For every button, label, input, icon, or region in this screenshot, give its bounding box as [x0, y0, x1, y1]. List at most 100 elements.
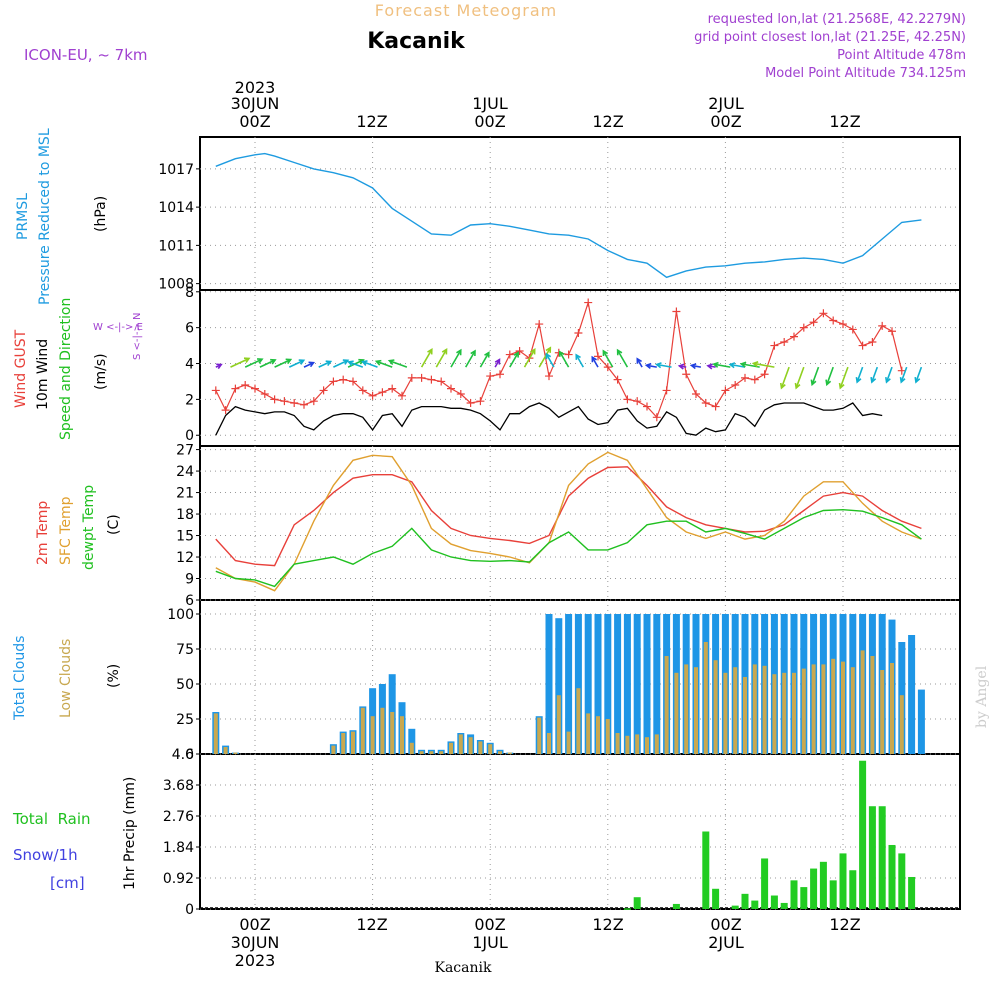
precip-bar [790, 880, 798, 909]
wind-direction-arrow [730, 363, 746, 368]
total-cloud-bar [653, 614, 661, 754]
gust-marker [878, 321, 887, 330]
wind-arrow-head [591, 355, 597, 363]
super-title: Forecast Meteogram [375, 1, 557, 20]
wind-line [215, 402, 883, 436]
low-cloud-bar [586, 713, 591, 754]
low-cloud-bar [419, 751, 424, 754]
wind-arrow-head [298, 359, 306, 365]
gust-marker [701, 398, 710, 407]
bottom-tick-0: 00Z [239, 915, 270, 934]
low-cloud-bar [615, 733, 620, 754]
footer-location: Kacanik [435, 960, 492, 976]
gust-marker [809, 318, 818, 327]
ytick-label-temp-0: 6 [185, 593, 194, 609]
precip-bar [731, 905, 739, 909]
wind-direction-arrow [915, 366, 923, 383]
low-cloud-bar [890, 663, 894, 754]
wind-arrow-head [545, 352, 552, 360]
ytick-label-wind-0: 0 [185, 428, 194, 444]
wind-direction-arrow [318, 360, 332, 368]
wind-arrow-head [494, 358, 501, 365]
wind-arrow-head [689, 363, 697, 370]
wind-arrow-head [644, 362, 652, 370]
wind-arrow-head [899, 376, 906, 384]
wind-direction-arrow [602, 350, 614, 368]
top-day-2: 1JUL [472, 94, 508, 113]
total-cloud-bar [614, 614, 622, 754]
gust-marker [319, 386, 328, 395]
gust-marker [741, 373, 749, 382]
wind-direction-arrow [575, 354, 584, 368]
wind-direction-arrow [839, 366, 849, 389]
ytick-label-pressure-2: 1014 [158, 200, 194, 216]
low-cloud-bar [899, 695, 904, 754]
precip-bar [800, 887, 808, 909]
precip-bar [712, 888, 720, 909]
precip-bar [623, 908, 631, 910]
gust-marker [564, 350, 573, 359]
wind-arrow-head [914, 376, 921, 384]
low-cloud-bar [449, 742, 453, 754]
wind-direction-arrow [811, 366, 820, 385]
gust-marker [888, 327, 896, 336]
gust-marker [643, 402, 651, 411]
gust-marker [280, 397, 289, 406]
gust-marker [270, 395, 279, 404]
wind-direction-arrow [230, 357, 250, 368]
wind-arrow-head [387, 359, 395, 366]
low-cloud-bar [213, 713, 218, 754]
low-cloud-bar [233, 752, 238, 754]
ytick-label-temp-2: 12 [176, 550, 194, 566]
wind-direction-arrow [523, 349, 536, 368]
point-altitude: Point Altitude 478m [837, 48, 966, 63]
ytick-label-wind-2: 4 [185, 357, 194, 373]
bottom-year: 2023 [235, 951, 276, 970]
wind-arrow-head [308, 361, 316, 368]
precip-bar [770, 895, 778, 909]
wind-arrow-head [530, 347, 536, 355]
low-cloud-bar [811, 664, 816, 754]
grid-point-coords: grid point closest lon,lat (21.25E, 42.2… [694, 30, 966, 45]
wind-arrow-head [427, 347, 433, 355]
wind-direction-arrow [259, 359, 276, 368]
gust-marker [368, 391, 377, 400]
ytick-label-precip-1: 0.92 [163, 871, 194, 887]
low-cloud-bar [841, 661, 845, 754]
wind-arrow-head [484, 351, 490, 358]
precip-bar [741, 893, 749, 909]
gust-marker [427, 375, 436, 384]
bottom-tick-3: 12Z [592, 915, 623, 934]
low-cloud-bar [703, 642, 708, 754]
temp-unit: (C) [106, 514, 122, 535]
gust-marker [290, 398, 299, 407]
gust-marker [505, 350, 514, 359]
total-cloud-bar [643, 614, 651, 754]
low-cloud-bar [556, 695, 561, 754]
wind-arrow-head [751, 361, 759, 368]
precip-bar [868, 806, 876, 909]
low-cloud-bar [360, 707, 365, 754]
gust-marker [407, 373, 416, 382]
low-cloud-bar [429, 751, 434, 754]
ytick-label-pressure-1: 1011 [158, 238, 194, 254]
wind-arrow-head [636, 357, 642, 364]
wind-direction-arrow [826, 366, 834, 385]
gust-marker [476, 397, 485, 406]
low-cloud-bar [880, 670, 885, 754]
ytick-label-precip-3: 2.76 [163, 809, 194, 825]
ytick-label-wind-3: 6 [185, 321, 194, 337]
gust-marker [711, 402, 720, 411]
low-cloud-bar [821, 664, 826, 754]
ytick-label-precip-2: 1.84 [163, 840, 194, 856]
gust-marker [897, 366, 906, 375]
wind-direction-arrow [348, 361, 364, 368]
top-day-3: 2JUL [708, 94, 744, 113]
pressure-label-1: PRMSL [15, 193, 31, 240]
wind-arrow-head [677, 363, 685, 370]
wind-arrow-head [243, 357, 251, 363]
wind-direction-arrow [871, 366, 879, 383]
low-cloud-bar [400, 716, 404, 754]
chart-layer: 1008101110141017024686912151821242702550… [158, 137, 961, 918]
low-cloud-bar [733, 667, 738, 754]
